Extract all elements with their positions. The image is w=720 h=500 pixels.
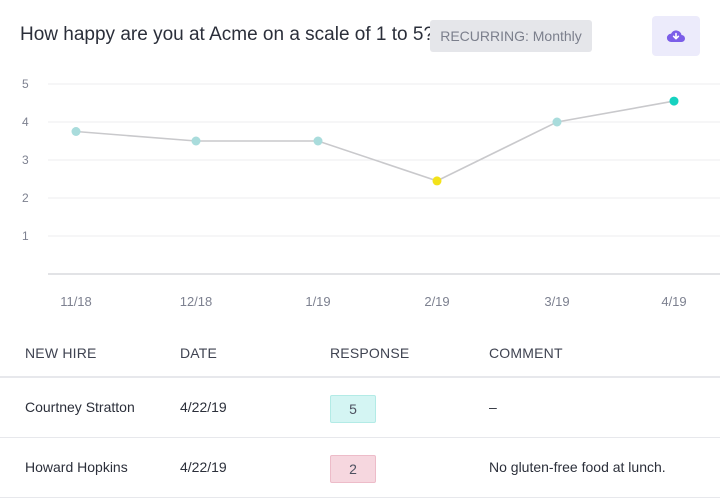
survey-header: How happy are you at Acme on a scale of … [20,16,700,56]
data-points [71,96,679,186]
column-header-date[interactable]: DATE [180,345,218,361]
column-header-response[interactable]: RESPONSE [330,345,410,361]
data-point[interactable] [552,117,562,127]
data-point[interactable] [669,96,679,106]
survey-question: How happy are you at Acme on a scale of … [20,24,435,45]
new-hire-name: Howard Hopkins [25,459,128,475]
y-axis-ticks: 1 2 3 4 5 [22,77,29,243]
y-tick-label: 4 [22,115,29,129]
table-row[interactable]: Howard Hopkins 4/22/19 2 No gluten-free … [0,438,720,498]
x-tick-label: 12/18 [180,294,213,309]
x-tick-label: 11/18 [60,294,92,309]
x-axis-ticks: 11/18 12/18 1/19 2/19 3/19 4/19 [60,294,686,309]
data-point[interactable] [191,136,201,146]
x-tick-label: 1/19 [305,294,330,309]
series-line [75,100,675,182]
x-tick-label: 3/19 [544,294,569,309]
x-tick-label: 2/19 [424,294,449,309]
response-date: 4/22/19 [180,399,227,415]
response-date: 4/22/19 [180,459,227,475]
response-comment: – [489,399,497,415]
responses-table: NEW HIRE DATE RESPONSE COMMENT Courtney … [0,328,720,498]
happiness-chart: 1 2 3 4 5 11/18 12/18 1/19 2/19 3/19 4/19 [0,70,720,320]
table-row[interactable]: Courtney Stratton 4/22/19 5 – [0,378,720,438]
data-point[interactable] [432,176,442,186]
data-point[interactable] [71,127,81,136]
x-tick-label: 4/19 [661,294,686,309]
cloud-download-icon [666,30,685,42]
y-tick-label: 5 [22,77,29,91]
new-hire-name: Courtney Stratton [25,399,135,415]
download-button[interactable] [652,16,700,56]
response-comment: No gluten-free food at lunch. [489,459,666,475]
y-tick-label: 1 [22,229,29,243]
response-badge: 5 [330,395,376,423]
recurring-badge[interactable]: RECURRING: Monthly [430,20,592,52]
y-tick-label: 3 [22,153,29,167]
response-badge: 2 [330,455,376,483]
data-point[interactable] [313,136,323,146]
y-tick-label: 2 [22,191,29,205]
column-header-new-hire[interactable]: NEW HIRE [25,345,97,361]
column-header-comment[interactable]: COMMENT [489,345,563,361]
line-chart: 1 2 3 4 5 11/18 12/18 1/19 2/19 3/19 4/19 [22,77,720,309]
grid-lines [48,83,720,275]
table-header: NEW HIRE DATE RESPONSE COMMENT [0,328,720,378]
